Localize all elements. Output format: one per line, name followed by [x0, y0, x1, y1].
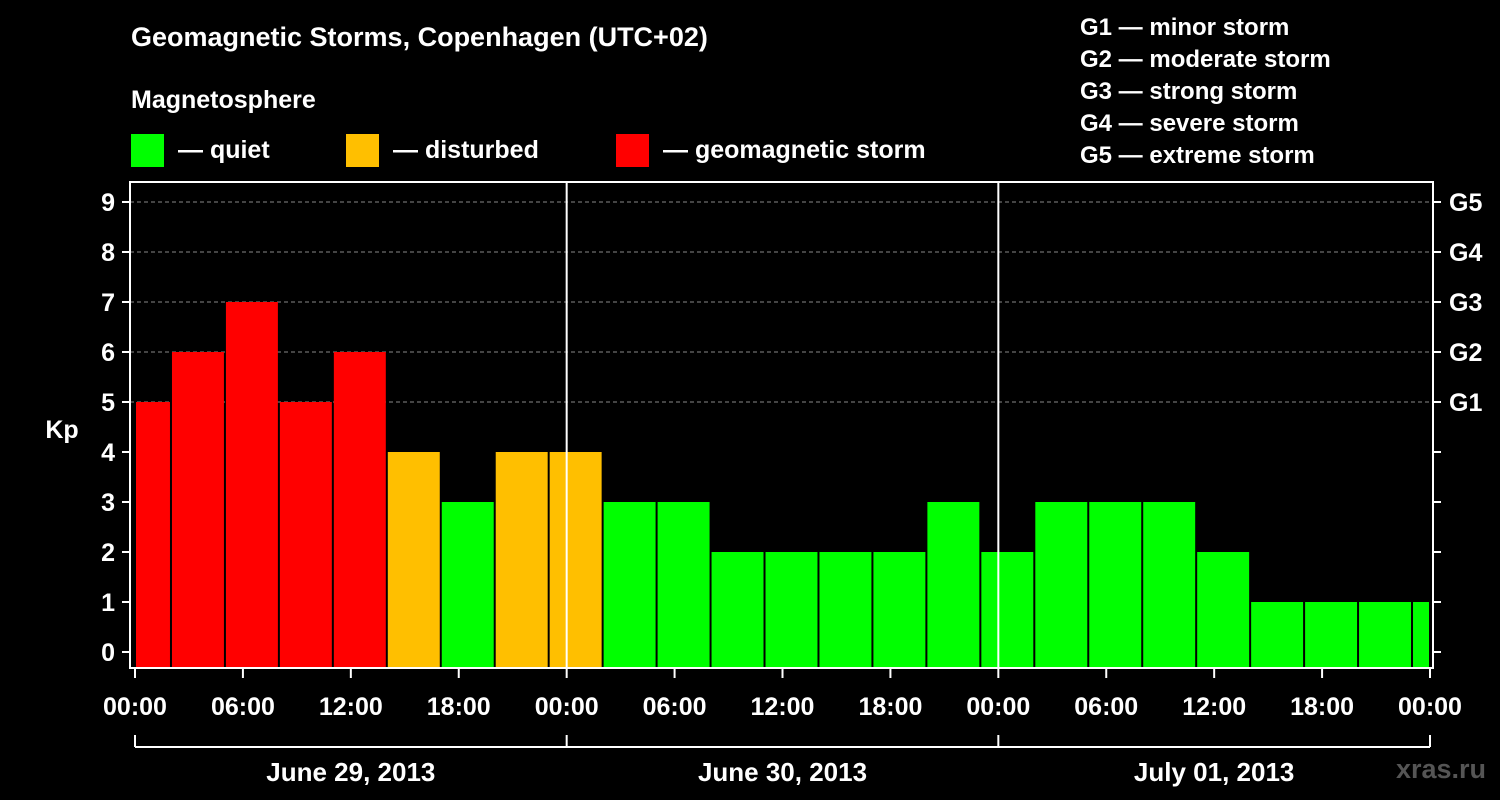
right-tick-label-g5: G5 [1449, 189, 1482, 217]
x-tick-label-10: 12:00 [1182, 693, 1246, 721]
x-tick-label-9: 06:00 [1074, 693, 1138, 721]
x-tick-label-6: 12:00 [751, 693, 815, 721]
legend-label-quiet: — quiet [178, 135, 270, 164]
x-tick-label-11: 18:00 [1290, 693, 1354, 721]
y-axis-label: Kp [45, 416, 78, 444]
y-tick-label-3: 3 [101, 489, 115, 517]
legend-item-storm: — geomagnetic storm [616, 133, 926, 167]
y-tick-label-1: 1 [101, 589, 115, 617]
right-tick-label-g4: G4 [1449, 239, 1482, 267]
y-tick-label-6: 6 [101, 339, 115, 367]
bar-8 [549, 452, 602, 668]
day-label-0: June 29, 2013 [266, 757, 435, 787]
right-tick-label-g3: G3 [1449, 289, 1482, 317]
y-tick-label-2: 2 [101, 539, 115, 567]
y-tick-label-4: 4 [101, 439, 115, 467]
bar-18 [1089, 502, 1142, 668]
bar-15 [927, 502, 980, 668]
bar-17 [1035, 502, 1088, 668]
right-tick-label-g1: G1 [1449, 389, 1482, 417]
day-label-1: June 30, 2013 [698, 757, 867, 787]
legend-swatch-disturbed [346, 133, 379, 167]
bar-6 [441, 502, 494, 668]
bar-0 [136, 402, 170, 668]
y-tick-label-0: 0 [101, 639, 115, 667]
bar-21 [1251, 602, 1304, 668]
bar-5 [387, 452, 440, 668]
x-tick-label-12: 00:00 [1398, 693, 1462, 721]
x-tick-label-2: 12:00 [319, 693, 383, 721]
bar-3 [279, 402, 332, 668]
x-tick-label-7: 18:00 [858, 693, 922, 721]
x-tick-label-5: 06:00 [643, 693, 707, 721]
x-tick-label-4: 00:00 [535, 693, 599, 721]
x-tick-label-0: 00:00 [103, 693, 167, 721]
scale-row-g3: G3 — strong storm [1080, 78, 1298, 105]
bar-24 [1413, 602, 1429, 668]
bar-16 [981, 552, 1034, 668]
bar-9 [603, 502, 656, 668]
bar-13 [819, 552, 872, 668]
storm-scale-list: G1 — minor storm G2 — moderate storm G3 … [1080, 12, 1331, 172]
y-tick-label-9: 9 [101, 189, 115, 217]
bar-23 [1359, 602, 1412, 668]
x-tick-label-3: 18:00 [427, 693, 491, 721]
magnetosphere-heading: Magnetosphere [131, 86, 316, 114]
y-tick-label-7: 7 [101, 289, 115, 317]
y-tick-label-8: 8 [101, 239, 115, 267]
axes: 0 1 2 3 4 5 6 7 8 9 G1 G2 G3 G4 G5 00:00 06:00 12:00 18:00… [101, 181, 1482, 787]
scale-row-g5: G5 — extreme storm [1080, 142, 1315, 169]
x-tick-label-8: 00:00 [966, 693, 1030, 721]
chart-title: Geomagnetic Storms, Copenhagen (UTC+02) [131, 22, 708, 52]
bar-10 [657, 502, 710, 668]
bar-2 [225, 302, 278, 668]
bar-20 [1197, 552, 1250, 668]
legend-swatch-quiet [131, 133, 164, 167]
legend-item-disturbed: — disturbed [346, 133, 539, 167]
bar-4 [333, 352, 386, 668]
watermark: xras.ru [1395, 754, 1486, 784]
bar-19 [1143, 502, 1196, 668]
bar-1 [171, 352, 224, 668]
grid-lines [130, 201, 1433, 403]
bar-11 [711, 552, 764, 668]
legend-item-quiet: — quiet [131, 133, 270, 167]
y-tick-label-5: 5 [101, 389, 115, 417]
bar-14 [873, 552, 926, 668]
scale-row-g4: G4 — severe storm [1080, 110, 1299, 137]
scale-row-g1: G1 — minor storm [1080, 14, 1290, 41]
bar-7 [495, 452, 548, 668]
bar-12 [765, 552, 818, 668]
right-tick-label-g2: G2 [1449, 339, 1482, 367]
legend-swatch-storm [616, 133, 649, 167]
day-label-2: July 01, 2013 [1134, 757, 1294, 787]
legend-label-storm: — geomagnetic storm [663, 135, 926, 164]
legend-label-disturbed: — disturbed [393, 135, 539, 164]
bar-series [136, 302, 1429, 668]
bar-22 [1305, 602, 1358, 668]
x-tick-label-1: 06:00 [211, 693, 275, 721]
scale-row-g2: G2 — moderate storm [1080, 46, 1331, 73]
